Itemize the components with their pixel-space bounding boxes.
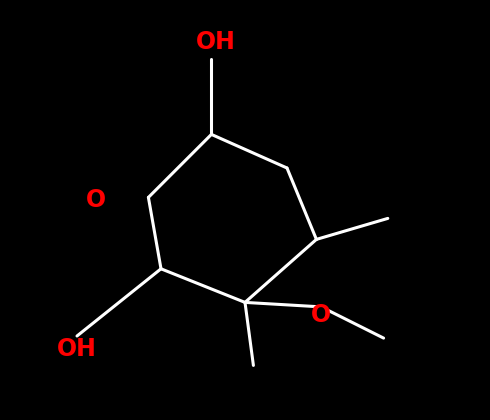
- Text: OH: OH: [57, 336, 97, 361]
- Text: OH: OH: [196, 30, 236, 54]
- Text: O: O: [311, 303, 331, 327]
- Text: O: O: [86, 187, 106, 212]
